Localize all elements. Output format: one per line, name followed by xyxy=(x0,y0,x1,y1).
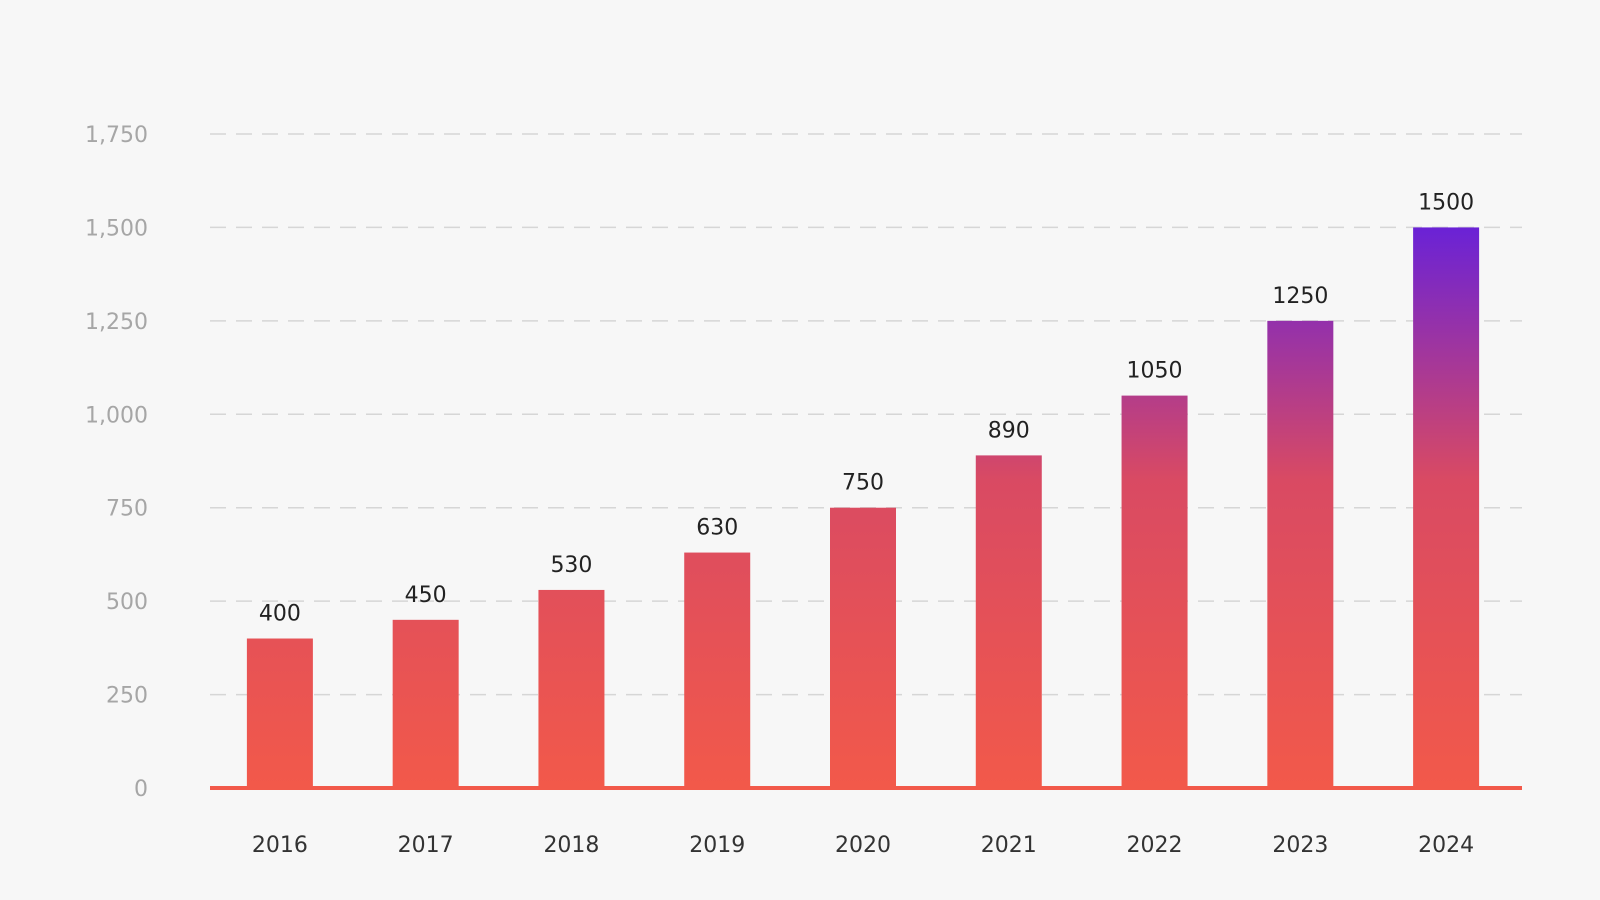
bar-value-label: 400 xyxy=(259,602,301,627)
bar xyxy=(392,619,459,788)
x-tick-label: 2024 xyxy=(1418,833,1474,858)
y-tick-label: 1,250 xyxy=(85,310,148,335)
bar xyxy=(246,638,313,788)
bar-value-label: 630 xyxy=(696,516,738,541)
y-tick-label: 250 xyxy=(106,684,148,709)
bar xyxy=(975,455,1042,788)
bar-value-label: 1500 xyxy=(1418,190,1474,215)
bar-value-label: 1250 xyxy=(1272,284,1328,309)
bar xyxy=(1267,320,1334,788)
y-tick-label: 1,500 xyxy=(85,216,148,241)
x-tick-label: 2022 xyxy=(1127,833,1183,858)
bar xyxy=(830,507,896,788)
y-tick-label: 750 xyxy=(106,497,148,522)
bar xyxy=(1121,395,1188,788)
x-tick-label: 2019 xyxy=(689,833,745,858)
x-tick-label: 2016 xyxy=(252,833,308,858)
y-tick-label: 1,000 xyxy=(85,403,148,428)
x-tick-label: 2017 xyxy=(398,833,454,858)
x-tick-label: 2018 xyxy=(543,833,599,858)
y-tick-label: 1,750 xyxy=(85,123,148,148)
x-tick-label: 2023 xyxy=(1272,833,1328,858)
bar-value-label: 1050 xyxy=(1127,359,1183,384)
bar-value-label: 750 xyxy=(842,471,884,496)
bar-value-label: 890 xyxy=(988,418,1030,443)
bar xyxy=(538,589,605,788)
x-tick-label: 2020 xyxy=(835,833,891,858)
y-tick-label: 0 xyxy=(134,777,148,802)
bar xyxy=(684,552,751,788)
bar xyxy=(1413,227,1480,788)
bar-value-label: 530 xyxy=(550,553,592,578)
x-tick-label: 2021 xyxy=(981,833,1037,858)
y-tick-label: 500 xyxy=(106,590,148,615)
bar-value-label: 450 xyxy=(405,583,447,608)
